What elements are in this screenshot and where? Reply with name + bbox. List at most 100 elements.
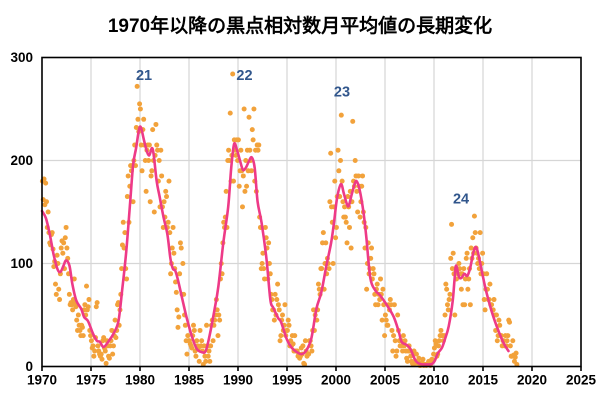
scatter-point bbox=[444, 286, 450, 292]
cycle-label-23: 23 bbox=[334, 85, 350, 101]
scatter-point bbox=[170, 224, 176, 230]
scatter-point bbox=[302, 361, 308, 367]
scatter-point bbox=[148, 173, 154, 179]
scatter-point bbox=[141, 116, 147, 122]
scatter-point bbox=[466, 276, 472, 282]
scatter-point bbox=[255, 147, 261, 153]
scatter-point bbox=[507, 343, 513, 349]
scatter-point bbox=[319, 266, 325, 272]
scatter-point bbox=[470, 235, 476, 241]
scatter-point bbox=[119, 266, 125, 272]
scatter-point bbox=[364, 286, 370, 292]
scatter-point bbox=[169, 245, 175, 251]
scatter-point bbox=[161, 199, 167, 205]
scatter-point bbox=[106, 355, 112, 361]
scatter-point bbox=[66, 291, 72, 297]
x-tick-label: 1970 bbox=[27, 373, 57, 388]
scatter-point bbox=[166, 178, 172, 184]
scatter-point bbox=[226, 147, 232, 153]
scatter-point bbox=[244, 183, 250, 189]
scatter-point bbox=[196, 358, 202, 364]
scatter-point bbox=[230, 71, 236, 77]
scatter-point bbox=[182, 322, 188, 328]
scatter-point bbox=[472, 230, 478, 236]
scatter-point bbox=[199, 338, 205, 344]
smoothed-line bbox=[40, 125, 510, 366]
scatter-point bbox=[54, 252, 60, 258]
scatter-point bbox=[275, 281, 281, 287]
scatter-point bbox=[139, 168, 145, 174]
scatter-point bbox=[203, 358, 209, 364]
plot-frame bbox=[41, 56, 582, 368]
scatter-point bbox=[337, 158, 343, 163]
scatter-point bbox=[43, 180, 49, 186]
chart-title: 1970年以降の黒点相対数月平均値の長期変化 bbox=[107, 16, 493, 37]
scatter-point bbox=[88, 333, 94, 339]
scatter-point bbox=[124, 276, 130, 282]
scatter-point bbox=[53, 291, 59, 297]
scatter-point bbox=[392, 338, 398, 344]
scatter-point bbox=[242, 188, 248, 194]
scatter-point bbox=[389, 327, 395, 333]
scatter-point bbox=[336, 168, 342, 174]
scatter-point bbox=[137, 106, 143, 112]
scatter-point bbox=[394, 348, 400, 354]
scatter-point bbox=[482, 307, 488, 313]
scatter-point bbox=[146, 158, 152, 163]
scatter-point bbox=[382, 312, 388, 318]
scatter-point bbox=[189, 345, 195, 351]
scatter-point bbox=[379, 317, 385, 323]
scatter-point bbox=[207, 358, 213, 364]
scatter-point bbox=[513, 350, 519, 356]
scatter-point bbox=[355, 209, 361, 215]
scatter-point bbox=[63, 224, 69, 230]
scatter-point bbox=[514, 361, 520, 367]
scatter-point bbox=[175, 324, 181, 330]
scatter-point bbox=[484, 271, 490, 277]
scatter-point bbox=[464, 250, 470, 256]
scatter-point bbox=[369, 245, 375, 251]
scatter-point bbox=[443, 281, 449, 287]
scatter-point bbox=[248, 168, 254, 174]
scatter-point bbox=[91, 353, 97, 359]
scatter-point bbox=[197, 327, 203, 333]
scatter-point bbox=[249, 127, 255, 133]
scatter-point bbox=[383, 317, 389, 323]
scatter-point bbox=[133, 125, 139, 131]
scatter-point bbox=[227, 110, 233, 116]
scatter-point bbox=[340, 199, 346, 205]
scatter-point bbox=[487, 281, 493, 287]
scatter-point bbox=[236, 183, 242, 189]
scatter-point bbox=[442, 312, 448, 318]
scatter-point bbox=[271, 317, 277, 323]
scatter-point bbox=[134, 83, 140, 89]
scatter-point bbox=[216, 312, 222, 318]
scatter-point bbox=[404, 358, 410, 364]
scatter-point bbox=[57, 297, 63, 303]
scatter-point bbox=[275, 302, 281, 308]
y-tick-label: 100 bbox=[10, 256, 33, 271]
scatter-point bbox=[159, 173, 165, 179]
scatter-point bbox=[292, 333, 298, 339]
scatter-point bbox=[261, 266, 267, 272]
scatter-point bbox=[382, 333, 388, 339]
scatter-point bbox=[45, 209, 51, 215]
y-tick-label: 300 bbox=[10, 50, 33, 65]
scatter-point bbox=[240, 173, 246, 179]
scatter-point bbox=[471, 213, 477, 219]
scatter-point bbox=[176, 314, 182, 320]
x-tick-label: 2000 bbox=[321, 373, 351, 388]
scatter-point bbox=[250, 137, 256, 143]
scatter-point bbox=[246, 114, 252, 120]
scatter-point bbox=[431, 345, 437, 351]
scatter-point bbox=[217, 317, 223, 323]
scatter-point bbox=[330, 261, 336, 266]
scatter-point bbox=[74, 317, 80, 323]
scatter-point bbox=[385, 322, 391, 328]
scatter-point bbox=[449, 221, 455, 227]
scatter-point bbox=[110, 343, 116, 349]
scatter-point bbox=[456, 261, 462, 266]
scatter-point bbox=[92, 348, 98, 354]
